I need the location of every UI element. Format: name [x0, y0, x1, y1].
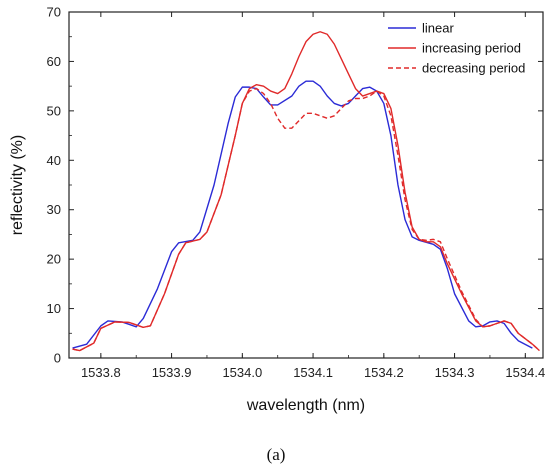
x-tick-label: 1534.2 [364, 365, 404, 380]
y-tick-label: 70 [47, 5, 61, 20]
y-tick-label: 60 [47, 54, 61, 69]
y-tick-label: 50 [47, 103, 61, 118]
legend-label: linear [422, 21, 454, 36]
ticks-layer: 1533.8 1533.9 1534.0 1534.1 1534.2 1534.3 1534… [47, 5, 546, 381]
series-layer [72, 31, 540, 352]
legend-label: decreasing period [422, 61, 525, 76]
y-tick-label: 40 [47, 153, 61, 168]
y-tick-label: 0 [54, 351, 61, 366]
series-line-decreasing-period [72, 87, 540, 352]
x-tick-label: 1534.4 [505, 365, 545, 380]
y-tick-label: 10 [47, 301, 61, 316]
x-tick-label: 1533.8 [81, 365, 121, 380]
x-tick-label: 1534.1 [293, 365, 333, 380]
x-axis-title: wavelength (nm) [246, 397, 365, 414]
x-tick-label: 1534.0 [222, 365, 262, 380]
y-tick-label: 20 [47, 252, 61, 267]
panel-label: (a) [267, 445, 286, 464]
series-line-linear [72, 80, 533, 349]
x-tick-label: 1533.9 [152, 365, 192, 380]
x-tick-label: 1534.3 [435, 365, 475, 380]
y-tick-label: 30 [47, 202, 61, 217]
y-axis-title: reflectivity (%) [9, 135, 26, 235]
series-line-increasing-period [72, 31, 540, 352]
legend-label: increasing period [422, 41, 521, 56]
legend: linear increasing period decreasing period [388, 21, 525, 76]
